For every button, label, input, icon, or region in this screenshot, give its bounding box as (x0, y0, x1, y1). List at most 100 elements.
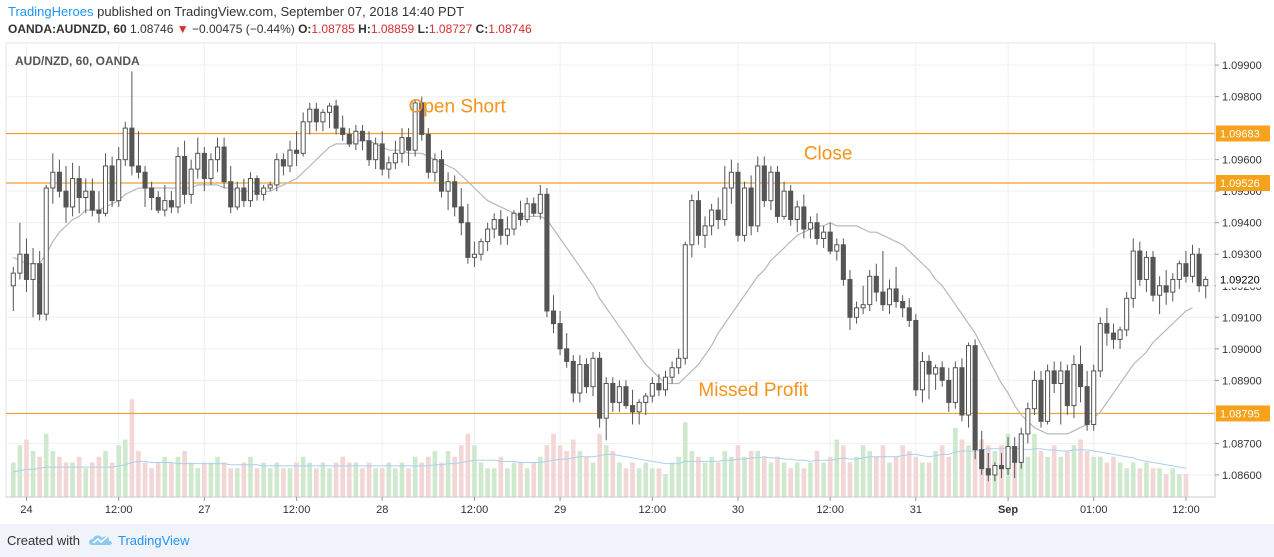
candle-down (1196, 253, 1202, 287)
tradingview-cloud-icon (89, 535, 112, 545)
candle-down (1077, 364, 1084, 388)
candle-up (689, 200, 695, 246)
volume-bar (208, 462, 214, 497)
last-price: 1.08746 (130, 22, 174, 36)
symbol-label: OANDA:AUDNZD, 60 (8, 22, 127, 36)
candle-up (399, 137, 405, 154)
volume-bar (57, 456, 62, 497)
candle-up (1157, 285, 1163, 296)
volume-bar (261, 462, 266, 497)
volume-bar (926, 462, 932, 497)
candle-up (933, 367, 939, 375)
volume-bar (287, 468, 293, 497)
time-tick-label: 24 (20, 504, 32, 516)
volume-bar (577, 451, 583, 497)
volume-bar (1097, 456, 1103, 497)
volume-bar (557, 445, 563, 497)
volume-bar (748, 451, 754, 497)
volume-bar (755, 451, 761, 497)
volume-bar (1025, 456, 1031, 497)
candle-down (1163, 285, 1169, 293)
candle-down (109, 165, 115, 202)
candle-up (728, 171, 734, 189)
volume-bar (709, 456, 714, 497)
volume-bar (155, 462, 161, 497)
volume-bar (623, 468, 629, 497)
volume-bar (182, 451, 187, 497)
candle-up (643, 395, 649, 403)
volume-bar (735, 445, 741, 497)
candle-down (774, 171, 781, 217)
candle-up (1176, 263, 1182, 280)
volume-bar (643, 462, 649, 497)
candle-up (247, 178, 254, 202)
volume-bar (37, 456, 42, 497)
volume-bar (478, 462, 484, 497)
candle-up (300, 121, 306, 154)
tradingview-link[interactable]: TradingView (118, 533, 190, 548)
candle-down (715, 209, 721, 221)
volume-bar (248, 456, 253, 497)
candle-down (89, 190, 95, 211)
candle-down (1110, 332, 1117, 340)
candle-up (1045, 370, 1051, 422)
candle-down (346, 133, 352, 145)
volume-bar (676, 456, 681, 497)
volume-bar (136, 451, 141, 497)
volume-bar (953, 428, 958, 497)
candle-up (17, 253, 23, 274)
candle-down (280, 159, 286, 167)
candle-up (188, 168, 194, 195)
volume-bar (551, 433, 556, 497)
candle-down (748, 187, 754, 227)
footer: Created with TradingView (0, 524, 1274, 557)
candle-up (662, 376, 669, 391)
volume-bar (590, 462, 596, 497)
candle-up (478, 241, 484, 255)
volume-bar (412, 456, 418, 497)
price-tick-label: 1.09000 (1222, 344, 1262, 356)
time-axis[interactable]: 24 12:00 27 12:00 28 12:00 29 12:00 30 12:00 31 Sep… (20, 497, 1200, 516)
candle-up (320, 111, 326, 123)
candle-down (1064, 370, 1070, 407)
volume-bar (426, 456, 431, 497)
volume-bar (570, 439, 576, 497)
candle-down (498, 219, 504, 236)
candle-up (287, 149, 293, 167)
volume-bar (116, 445, 122, 497)
volume-bar (1150, 468, 1156, 497)
volume-bar (808, 462, 813, 497)
volume-bar (1104, 462, 1110, 497)
candle-up (392, 152, 398, 164)
price-tick-label: 1.09900 (1222, 60, 1262, 72)
candle-down (452, 181, 458, 208)
candle-up (412, 102, 418, 151)
candle-up (919, 360, 925, 391)
volume-bar (617, 462, 622, 497)
time-tick-label: 27 (198, 504, 210, 516)
volume-bar (531, 462, 537, 497)
candle-down (406, 137, 412, 151)
chart-header: TradingHeroes published on TradingView.c… (0, 0, 1274, 42)
volume-bar (445, 451, 451, 497)
volume-bar (564, 451, 569, 497)
candle-up (524, 203, 530, 221)
volume-bar (966, 445, 971, 497)
candle-down (23, 253, 30, 280)
candle-up (669, 367, 675, 378)
candle-down (695, 200, 701, 236)
publisher-link[interactable]: TradingHeroes (8, 4, 94, 19)
candle-up (768, 171, 774, 202)
price-chart[interactable]: Open Short Close Missed Profit 1.09900 1.09… (0, 0, 1274, 524)
low-value: 1.08727 (428, 22, 473, 36)
volume-bar (1071, 445, 1077, 497)
volume-bar (630, 462, 635, 497)
candle-down (155, 196, 161, 211)
candle-up (722, 187, 728, 221)
volume-bar (1091, 456, 1097, 497)
volume-bar (327, 468, 332, 497)
volume-bar (781, 462, 787, 497)
volume-bar (1032, 433, 1037, 497)
candle-down (564, 348, 570, 362)
candle-down (168, 200, 174, 208)
